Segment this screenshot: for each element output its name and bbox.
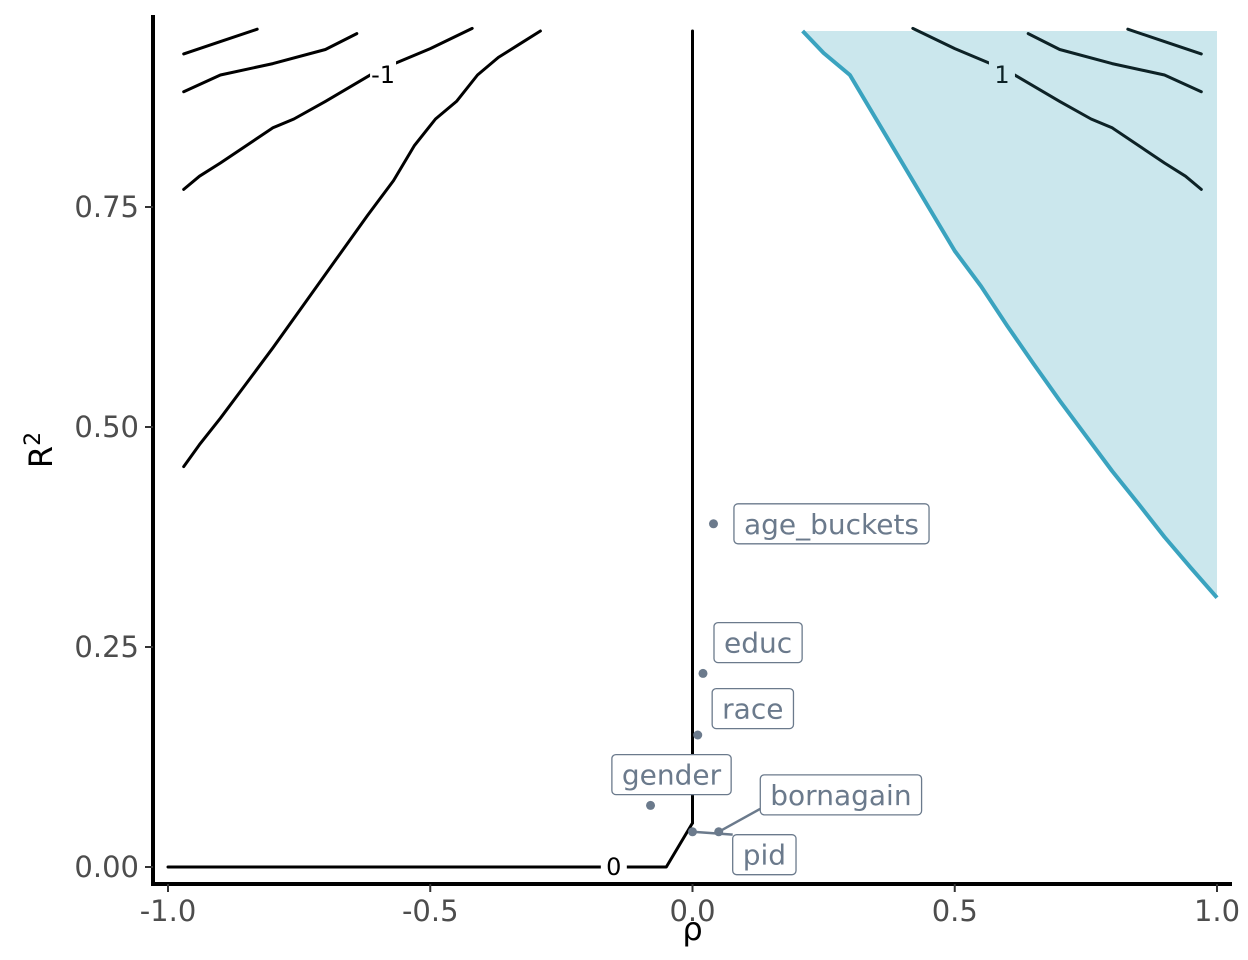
x-axis-title: ρ <box>682 910 702 948</box>
x-tick-label: 1.0 <box>1194 894 1240 928</box>
point-label-box <box>713 621 803 664</box>
y-axis-ticks: 0.00 0.25 0.50 0.75 <box>74 190 153 884</box>
point-label-box <box>733 503 930 545</box>
point-label-box <box>611 753 732 796</box>
contour-labels: -1 0 1 <box>370 61 1015 881</box>
contour-line <box>166 821 694 869</box>
y-tick-label: 0.00 <box>74 850 139 884</box>
contour-line <box>182 27 259 56</box>
shaded-region-fill <box>802 31 1217 598</box>
point-leader-line <box>718 807 761 833</box>
point-label-bornagain: bornagain <box>770 779 911 812</box>
point-label-educ: educ <box>724 627 792 660</box>
y-tick-label: 0.75 <box>74 190 139 224</box>
point-educ <box>698 668 708 678</box>
x-tick-label: 0.5 <box>932 894 978 928</box>
point-label-race: race <box>722 693 783 726</box>
contour-label: 1 <box>994 61 1009 89</box>
y-tick-label: 0.25 <box>74 630 139 664</box>
y-axis-title: R2 <box>21 432 61 468</box>
contour-line <box>182 29 542 469</box>
point-label-gender: gender <box>622 759 722 792</box>
y-axis-title-superscript: 2 <box>21 432 46 446</box>
point-age_buckets <box>708 519 718 529</box>
contour-label-background <box>600 853 627 881</box>
shaded-region-boundary <box>801 29 1219 600</box>
shaded-region <box>801 29 1219 600</box>
x-tick-label: -0.5 <box>402 894 459 928</box>
contour-line <box>911 26 1203 191</box>
x-tick-label: 0.0 <box>669 894 715 928</box>
point-pid <box>688 827 697 837</box>
point-label-box <box>711 687 795 730</box>
svg-text:R2: R2 <box>21 432 61 468</box>
y-tick-label: 0.50 <box>74 410 139 444</box>
contour-line <box>182 26 474 191</box>
contour-line <box>1126 27 1203 56</box>
x-tick-label: -1.0 <box>140 894 197 928</box>
point-label-age_buckets: age_buckets <box>744 508 919 541</box>
contour-label: 0 <box>606 853 621 881</box>
y-axis-title-main: R <box>22 446 60 468</box>
point-leader-line <box>692 830 733 836</box>
axes: -1.0 -0.5 0.0 0.5 1.0 0.00 0.25 0.50 0.75 <box>74 15 1240 928</box>
contour-label-background <box>370 61 397 89</box>
point-label-pid: pid <box>743 839 786 872</box>
point-race <box>693 730 703 740</box>
contour-line <box>1026 32 1203 94</box>
contour-line <box>182 32 359 94</box>
contour-label-background <box>988 61 1015 89</box>
point-label-box <box>759 774 923 816</box>
contour-label: -1 <box>371 61 395 89</box>
x-axis-ticks: -1.0 -0.5 0.0 0.5 1.0 <box>140 884 1240 928</box>
point-gender <box>646 800 656 810</box>
point-label-box <box>732 834 797 876</box>
contour-lines <box>166 26 1203 869</box>
